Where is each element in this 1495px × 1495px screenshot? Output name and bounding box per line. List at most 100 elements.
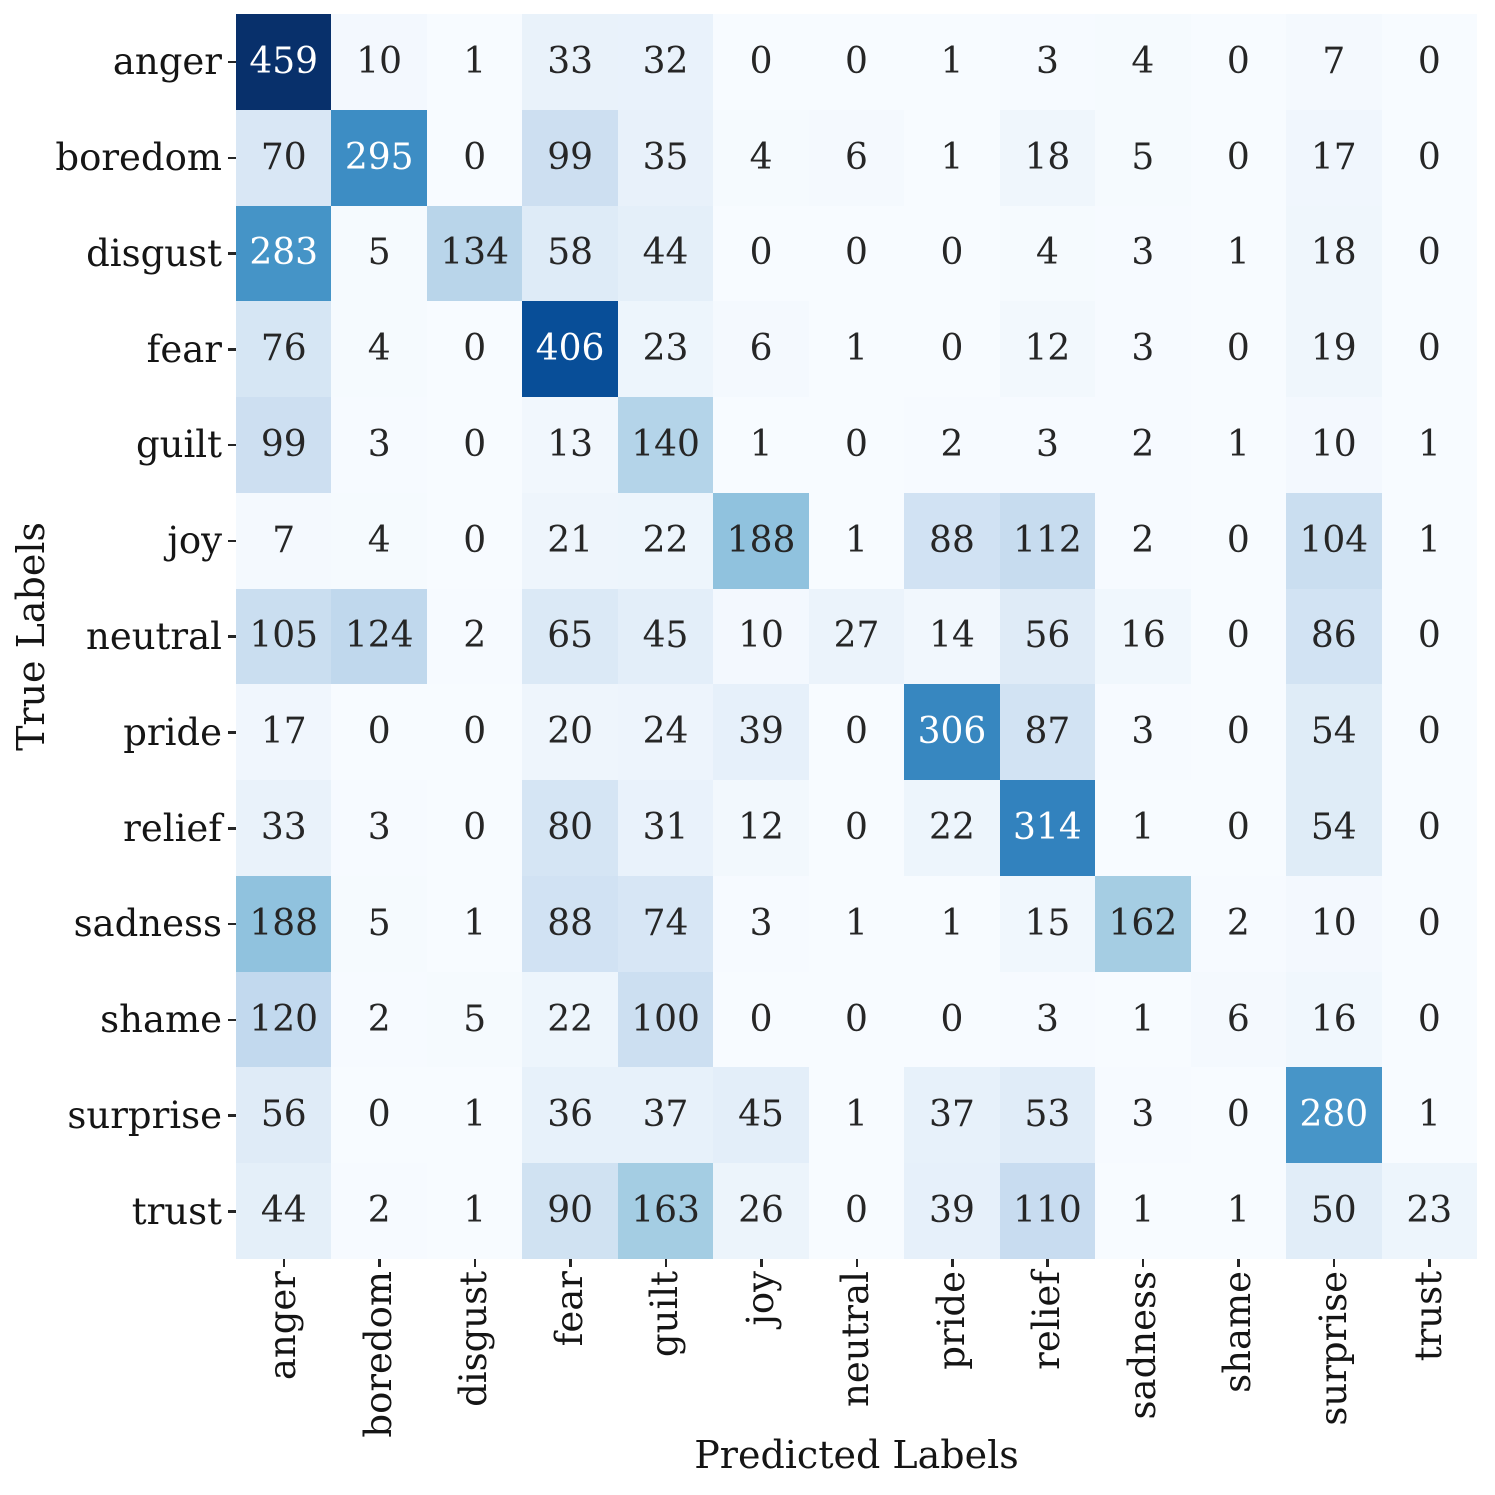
x-tick: guilt — [618, 1259, 713, 1459]
heatmap-cell: 35 — [617, 109, 714, 206]
heatmap-cell: 15 — [999, 875, 1096, 972]
heatmap-cell: 0 — [904, 301, 1000, 398]
heatmap-cell: 0 — [904, 205, 1000, 302]
heatmap-cell: 1 — [426, 1163, 523, 1259]
heatmap-cell: 2 — [426, 588, 523, 685]
y-tick-label: joy — [167, 519, 222, 563]
heatmap-cell: 3 — [1095, 205, 1191, 302]
x-tick: trust — [1382, 1259, 1477, 1459]
heatmap-cell: 12 — [999, 301, 1096, 398]
heatmap-cell: 4 — [999, 205, 1096, 302]
heatmap-cell: 280 — [1286, 1067, 1382, 1164]
heatmap-cell: 18 — [999, 109, 1096, 206]
y-tick-mark — [228, 731, 236, 734]
y-tick-label: surprise — [67, 1093, 222, 1137]
y-tick-labels: anger boredom disgust fear guilt joy neutral pr… — [0, 14, 236, 1259]
y-tick-mark — [228, 443, 236, 447]
x-tick: pride — [904, 1259, 999, 1459]
y-tick: guilt — [0, 397, 236, 493]
heatmap-cell: 1 — [904, 14, 1000, 110]
heatmap-cell: 87 — [999, 684, 1096, 781]
heatmap-cell: 22 — [904, 780, 1000, 876]
heatmap-cell: 18 — [1286, 205, 1382, 302]
heatmap-cell: 54 — [1286, 684, 1382, 781]
heatmap-cell: 0 — [1381, 875, 1477, 972]
heatmap-cell: 1 — [808, 492, 905, 589]
heatmap-cell: 314 — [999, 780, 1096, 876]
x-tick-mark — [1141, 1259, 1145, 1267]
x-tick: disgust — [427, 1259, 522, 1459]
heatmap-cell: 1 — [713, 397, 809, 493]
heatmap-cell: 21 — [522, 492, 618, 589]
heatmap-cell: 0 — [426, 780, 523, 876]
heatmap-cell: 74 — [617, 875, 714, 972]
y-tick: joy — [0, 493, 236, 589]
heatmap-cell: 80 — [522, 780, 618, 876]
heatmap-cell: 162 — [1095, 875, 1191, 972]
heatmap-cell: 112 — [999, 492, 1096, 589]
heatmap-cell: 5 — [1095, 109, 1191, 206]
heatmap-cell: 36 — [522, 1067, 618, 1164]
heatmap-cell: 2 — [1095, 397, 1191, 493]
heatmap-cell: 3 — [999, 971, 1096, 1068]
heatmap-cell: 0 — [808, 205, 905, 302]
heatmap-cell: 306 — [904, 684, 1000, 781]
heatmap-cell: 0 — [713, 205, 809, 302]
heatmap-cell: 2 — [331, 971, 427, 1068]
x-axis-title-wrap: Predicted Labels — [236, 1433, 1477, 1478]
y-tick: fear — [0, 301, 236, 397]
heatmap-cell: 1 — [1095, 1163, 1191, 1259]
heatmap-cell: 24 — [617, 684, 714, 781]
x-tick: shame — [1191, 1259, 1286, 1459]
heatmap-cell: 2 — [1190, 875, 1287, 972]
heatmap-cell: 1 — [904, 109, 1000, 206]
y-tick-mark — [228, 156, 236, 160]
y-tick-label: guilt — [135, 423, 222, 467]
heatmap-cell: 0 — [331, 684, 427, 781]
heatmap-cell: 0 — [1381, 780, 1477, 876]
y-tick-mark — [228, 1114, 236, 1117]
heatmap-cell: 0 — [713, 971, 809, 1068]
x-tick-label: trust — [1407, 1271, 1451, 1362]
heatmap-cell: 16 — [1095, 588, 1191, 685]
heatmap-cell: 88 — [522, 875, 618, 972]
x-tick: sadness — [1095, 1259, 1190, 1459]
heatmap-cell: 0 — [1190, 588, 1287, 685]
y-tick-label: pride — [123, 710, 222, 754]
heatmap-cell: 0 — [808, 684, 905, 781]
heatmap-cell: 1 — [1190, 397, 1287, 493]
heatmap-cell: 1 — [808, 1067, 905, 1164]
heatmap-cell: 22 — [617, 492, 714, 589]
y-tick-label: relief — [123, 806, 222, 850]
heatmap-cell: 0 — [1381, 205, 1477, 302]
x-tick-label: joy — [738, 1271, 782, 1326]
y-tick: anger — [0, 14, 236, 110]
y-tick-mark — [228, 635, 236, 638]
heatmap-cell: 124 — [331, 588, 427, 685]
heatmap-cell: 1 — [1381, 1067, 1477, 1164]
heatmap-cell: 4 — [331, 301, 427, 398]
heatmap-cell: 13 — [522, 397, 618, 493]
heatmap-cell: 99 — [236, 397, 332, 493]
y-tick-mark — [228, 348, 236, 351]
x-tick-mark — [1428, 1259, 1431, 1267]
heatmap-cell: 32 — [617, 14, 714, 110]
heatmap-cell: 1 — [426, 1067, 523, 1164]
y-tick-label: anger — [112, 40, 222, 84]
heatmap-cell: 5 — [331, 205, 427, 302]
heatmap-cell: 33 — [236, 780, 332, 876]
heatmap-cell: 45 — [617, 588, 714, 685]
heatmap-cell: 3 — [999, 14, 1096, 110]
heatmap-cell: 100 — [617, 971, 714, 1068]
x-tick: joy — [713, 1259, 808, 1459]
heatmap-cell: 7 — [1286, 14, 1382, 110]
heatmap-cell: 0 — [1190, 109, 1287, 206]
heatmap-cell: 188 — [236, 875, 332, 972]
heatmap-cell: 0 — [426, 301, 523, 398]
heatmap-cell: 37 — [617, 1067, 714, 1164]
heatmap-cell: 1 — [808, 301, 905, 398]
heatmap-cell: 1 — [426, 14, 523, 110]
x-tick-label: fear — [547, 1271, 591, 1347]
heatmap-cell: 27 — [808, 588, 905, 685]
heatmap-cell: 0 — [426, 397, 523, 493]
